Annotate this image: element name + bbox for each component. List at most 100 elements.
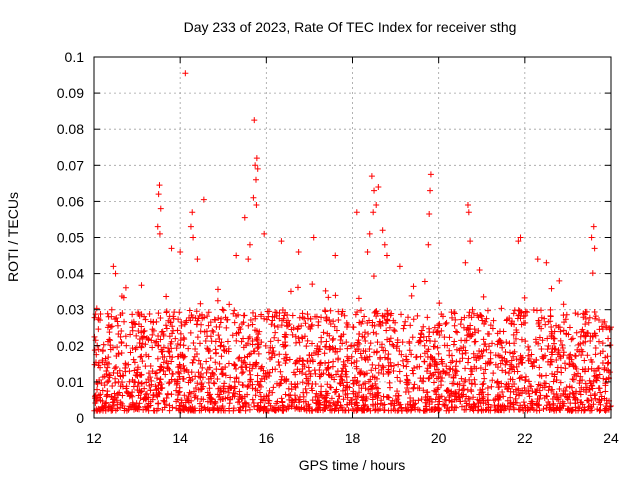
data-point xyxy=(343,373,350,380)
data-point xyxy=(436,320,443,327)
data-point xyxy=(165,317,172,324)
data-point xyxy=(211,400,218,407)
data-point xyxy=(134,366,141,373)
data-point xyxy=(348,342,355,349)
data-point xyxy=(529,398,536,405)
data-point xyxy=(315,346,322,353)
data-point xyxy=(571,394,578,401)
data-point xyxy=(554,364,561,371)
data-point xyxy=(220,343,227,350)
data-point xyxy=(475,355,482,362)
data-point xyxy=(504,385,511,392)
data-point xyxy=(547,406,554,413)
data-point xyxy=(495,338,502,345)
data-point xyxy=(111,365,118,372)
data-point xyxy=(97,317,104,324)
data-point xyxy=(358,307,365,314)
data-point xyxy=(395,392,402,399)
data-point xyxy=(285,392,292,399)
data-point xyxy=(462,347,469,354)
data-point xyxy=(594,365,601,372)
axis-ticks xyxy=(93,56,612,419)
data-point xyxy=(278,395,285,402)
data-point xyxy=(218,339,225,346)
data-point xyxy=(599,359,606,366)
data-point xyxy=(443,363,450,370)
data-point xyxy=(458,375,465,382)
data-point xyxy=(516,406,523,413)
data-point xyxy=(381,354,388,361)
data-point xyxy=(425,375,432,382)
data-point xyxy=(98,380,105,387)
data-point xyxy=(194,256,201,263)
data-point xyxy=(327,384,334,391)
data-point xyxy=(197,360,204,367)
data-point xyxy=(102,355,109,362)
data-point xyxy=(288,380,295,387)
data-point xyxy=(162,401,169,408)
data-point xyxy=(438,382,445,389)
data-point xyxy=(99,387,106,394)
data-point xyxy=(589,382,596,389)
data-point xyxy=(543,392,550,399)
data-point xyxy=(372,393,379,400)
data-point xyxy=(97,391,104,398)
data-point xyxy=(441,402,448,409)
data-point xyxy=(426,211,433,218)
data-point xyxy=(299,379,306,386)
data-point xyxy=(458,392,465,399)
data-point xyxy=(137,372,144,379)
data-point xyxy=(382,320,389,327)
data-point xyxy=(375,389,382,396)
data-point xyxy=(117,404,124,411)
data-point xyxy=(410,316,417,323)
data-point xyxy=(254,340,261,347)
data-point xyxy=(512,335,519,342)
data-point xyxy=(545,398,552,405)
data-point xyxy=(375,362,382,369)
data-point xyxy=(159,406,166,413)
data-point xyxy=(307,358,314,365)
data-point xyxy=(157,376,164,383)
data-point xyxy=(334,348,341,355)
data-point xyxy=(515,360,522,367)
data-point xyxy=(160,332,167,339)
data-point xyxy=(510,310,517,317)
data-point xyxy=(408,406,415,413)
data-point xyxy=(525,347,532,354)
data-point xyxy=(215,385,222,392)
data-point xyxy=(588,234,595,241)
data-point xyxy=(220,385,227,392)
data-point xyxy=(349,405,356,412)
data-point xyxy=(225,345,232,352)
data-point xyxy=(258,375,265,382)
data-point xyxy=(331,323,338,330)
data-point xyxy=(519,387,526,394)
data-point xyxy=(491,402,498,409)
data-point xyxy=(325,294,332,301)
data-point xyxy=(480,370,487,377)
data-point xyxy=(107,403,114,410)
data-point xyxy=(106,329,113,336)
data-point xyxy=(400,362,407,369)
data-point xyxy=(379,312,386,319)
data-point xyxy=(548,351,555,358)
data-point xyxy=(114,344,121,351)
data-point xyxy=(403,372,410,379)
data-point xyxy=(358,354,365,361)
data-point xyxy=(170,315,177,322)
data-point xyxy=(282,309,289,316)
data-point xyxy=(427,370,434,377)
data-point xyxy=(122,361,129,368)
data-point xyxy=(236,388,243,395)
data-point xyxy=(124,389,131,396)
data-point xyxy=(561,400,568,407)
data-point xyxy=(315,351,322,358)
data-point xyxy=(105,354,112,361)
data-point xyxy=(318,338,325,345)
data-point xyxy=(396,401,403,408)
data-point xyxy=(529,363,536,370)
data-point xyxy=(565,405,572,412)
data-point xyxy=(332,292,339,299)
data-point xyxy=(122,284,129,291)
